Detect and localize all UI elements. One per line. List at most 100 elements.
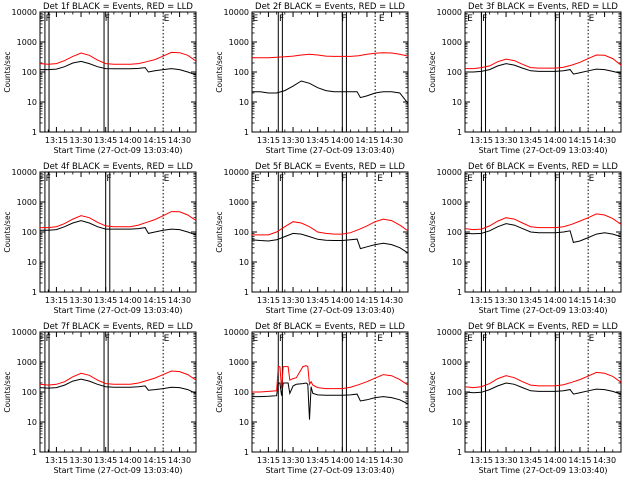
segment-marker-e: E [589, 334, 595, 344]
x-tick-label: 14:15 [568, 456, 591, 465]
series-lld [40, 51, 196, 65]
y-tick-label: 10 [239, 418, 249, 427]
plot-frame [39, 331, 197, 453]
y-tick-label: 1000 [442, 358, 462, 367]
y-axis-label: Counts/sec [215, 211, 224, 252]
detector-panel-1: Det 1f BLACK = Events, RED = LLD 1 10 100 10… [3, 2, 197, 155]
x-tick-label: 13:30 [495, 136, 518, 145]
y-axis-label: Counts/sec [3, 51, 12, 92]
segment-marker-f: F [279, 334, 284, 344]
segment-marker-e: E [39, 334, 45, 344]
x-axis-label: Start Time (27-Oct-09 13:03:40) [265, 306, 394, 315]
y-tick-label: 10000 [12, 168, 37, 177]
segment-marker-e: E [164, 14, 170, 24]
plot-frame [39, 11, 197, 133]
x-tick-label: 14:30 [380, 456, 403, 465]
x-tick-label: 13:45 [94, 296, 117, 305]
x-axis-label: Start Time (27-Oct-09 13:03:40) [265, 146, 394, 155]
segment-marker-f: F [554, 14, 559, 24]
x-tick-label: 13:30 [282, 456, 305, 465]
segment-marker-f: F [106, 174, 111, 184]
segment-marker-e: E [377, 174, 383, 184]
segment-marker-f: F [341, 14, 346, 24]
segment-marker-f: F [46, 14, 51, 24]
y-tick-label: 10000 [437, 8, 462, 17]
x-tick-label: 14:00 [119, 456, 142, 465]
x-tick-label: 14:30 [380, 136, 403, 145]
x-tick-label: 14:15 [568, 136, 591, 145]
y-tick-label: 10000 [12, 8, 37, 17]
y-tick-label: 1 [32, 128, 37, 137]
y-tick-label: 1000 [229, 358, 249, 367]
panel-title: Det 2f BLACK = Events, RED = LLD [255, 2, 405, 12]
panel-title: Det 9f BLACK = Events, RED = LLD [468, 322, 618, 332]
y-tick-label: 100 [234, 228, 249, 237]
segment-marker-e: E [39, 174, 45, 184]
panel-title: Det 5f BLACK = Events, RED = LLD [255, 162, 405, 172]
x-tick-label: 13:15 [470, 296, 493, 305]
y-tick-label: 10 [27, 418, 37, 427]
y-tick-label: 1000 [17, 38, 37, 47]
y-tick-label: 100 [447, 228, 462, 237]
x-tick-label: 13:45 [94, 136, 117, 145]
plot-frame [251, 11, 409, 133]
y-tick-label: 1000 [17, 358, 37, 367]
segment-marker-f: F [46, 174, 51, 184]
y-tick-label: 10 [27, 258, 37, 267]
x-tick-label: 13:30 [282, 136, 305, 145]
y-tick-label: 1 [457, 448, 462, 457]
x-tick-label: 14:15 [355, 136, 378, 145]
x-tick-label: 14:00 [119, 296, 142, 305]
detector-panel-9: Det 9f BLACK = Events, RED = LLD 1 10 100 10… [428, 322, 622, 475]
y-tick-label: 1000 [442, 198, 462, 207]
segment-marker-e: E [164, 174, 170, 184]
x-tick-label: 13:15 [45, 296, 68, 305]
y-tick-label: 10 [452, 98, 462, 107]
y-tick-label: 10 [27, 98, 37, 107]
segment-marker-f: F [554, 334, 559, 344]
y-axis-label: Counts/sec [215, 371, 224, 412]
y-axis-label: Counts/sec [428, 371, 437, 412]
panel-title: Det 7f BLACK = Events, RED = LLD [43, 322, 193, 332]
series-events [252, 80, 408, 104]
y-tick-label: 10 [239, 98, 249, 107]
detector-panel-2: Det 2f BLACK = Events, RED = LLD 1 10 100 10… [215, 2, 409, 155]
x-tick-label: 14:30 [380, 296, 403, 305]
panel-title: Det 8f BLACK = Events, RED = LLD [255, 322, 405, 332]
detector-panel-4: Det 4f BLACK = Events, RED = LLD 1 10 100 10… [3, 162, 197, 315]
x-tick-label: 14:30 [593, 456, 616, 465]
series-events [465, 63, 621, 75]
segment-marker-f: F [105, 334, 110, 344]
x-tick-label: 13:30 [282, 296, 305, 305]
y-tick-label: 100 [22, 68, 37, 77]
panel-title: Det 3f BLACK = Events, RED = LLD [468, 2, 618, 12]
series-events [252, 232, 408, 254]
x-tick-label: 14:15 [568, 296, 591, 305]
y-tick-label: 1 [457, 288, 462, 297]
y-tick-label: 10 [239, 258, 249, 267]
x-tick-label: 14:00 [544, 136, 567, 145]
y-tick-label: 1000 [229, 38, 249, 47]
y-tick-label: 1000 [229, 198, 249, 207]
x-tick-label: 14:30 [168, 456, 191, 465]
panel-title: Det 4f BLACK = Events, RED = LLD [43, 162, 193, 172]
x-axis-label: Start Time (27-Oct-09 13:03:40) [478, 466, 607, 475]
segment-marker-f: F [279, 14, 284, 24]
y-tick-label: 10000 [437, 328, 462, 337]
segment-marker-e: E [39, 14, 45, 24]
y-tick-label: 1000 [17, 198, 37, 207]
x-tick-label: 14:15 [355, 456, 378, 465]
series-events [40, 220, 196, 236]
x-tick-label: 14:15 [143, 136, 166, 145]
segment-marker-e: E [164, 334, 170, 344]
x-tick-label: 14:00 [544, 296, 567, 305]
segment-marker-f: F [46, 334, 51, 344]
plot-frame [39, 171, 197, 293]
x-tick-label: 13:15 [470, 136, 493, 145]
x-tick-label: 14:15 [143, 456, 166, 465]
segment-marker-e: E [377, 334, 383, 344]
x-tick-label: 13:15 [257, 456, 280, 465]
y-axis-label: Counts/sec [428, 211, 437, 252]
x-tick-label: 13:30 [495, 296, 518, 305]
segment-marker-f: F [279, 174, 284, 184]
